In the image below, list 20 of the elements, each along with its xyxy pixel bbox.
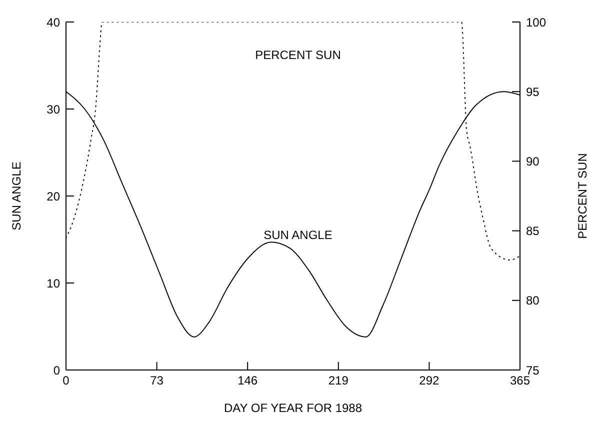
x-axis-title: DAY OF YEAR FOR 1988 [224,401,362,415]
y-tick-label: 30 [46,102,60,116]
x-tick-label: 292 [419,374,440,388]
y2-axis-title: PERCENT SUN [575,153,590,239]
annotation: SUN ANGLE [264,228,332,242]
y2-tick-label: 100 [526,15,546,30]
x-tick-label: 73 [150,374,164,388]
x-tick-label: 219 [328,374,349,388]
x-tick-label: 146 [238,374,258,388]
y2-tick-label: 90 [526,154,540,168]
y-tick-label: 20 [46,189,60,204]
y2-tick-label: 85 [526,224,540,238]
x-tick-label: 0 [62,374,70,388]
y-tick-label: 10 [46,276,60,290]
y2-tick-label: 80 [526,294,540,308]
y2-tick-label: 95 [526,84,540,99]
y-tick-label: 40 [46,15,60,30]
y-axis-title: SUN ANGLE [9,162,24,230]
y-tick-label: 0 [53,363,60,378]
annotation: PERCENT SUN [255,48,341,62]
